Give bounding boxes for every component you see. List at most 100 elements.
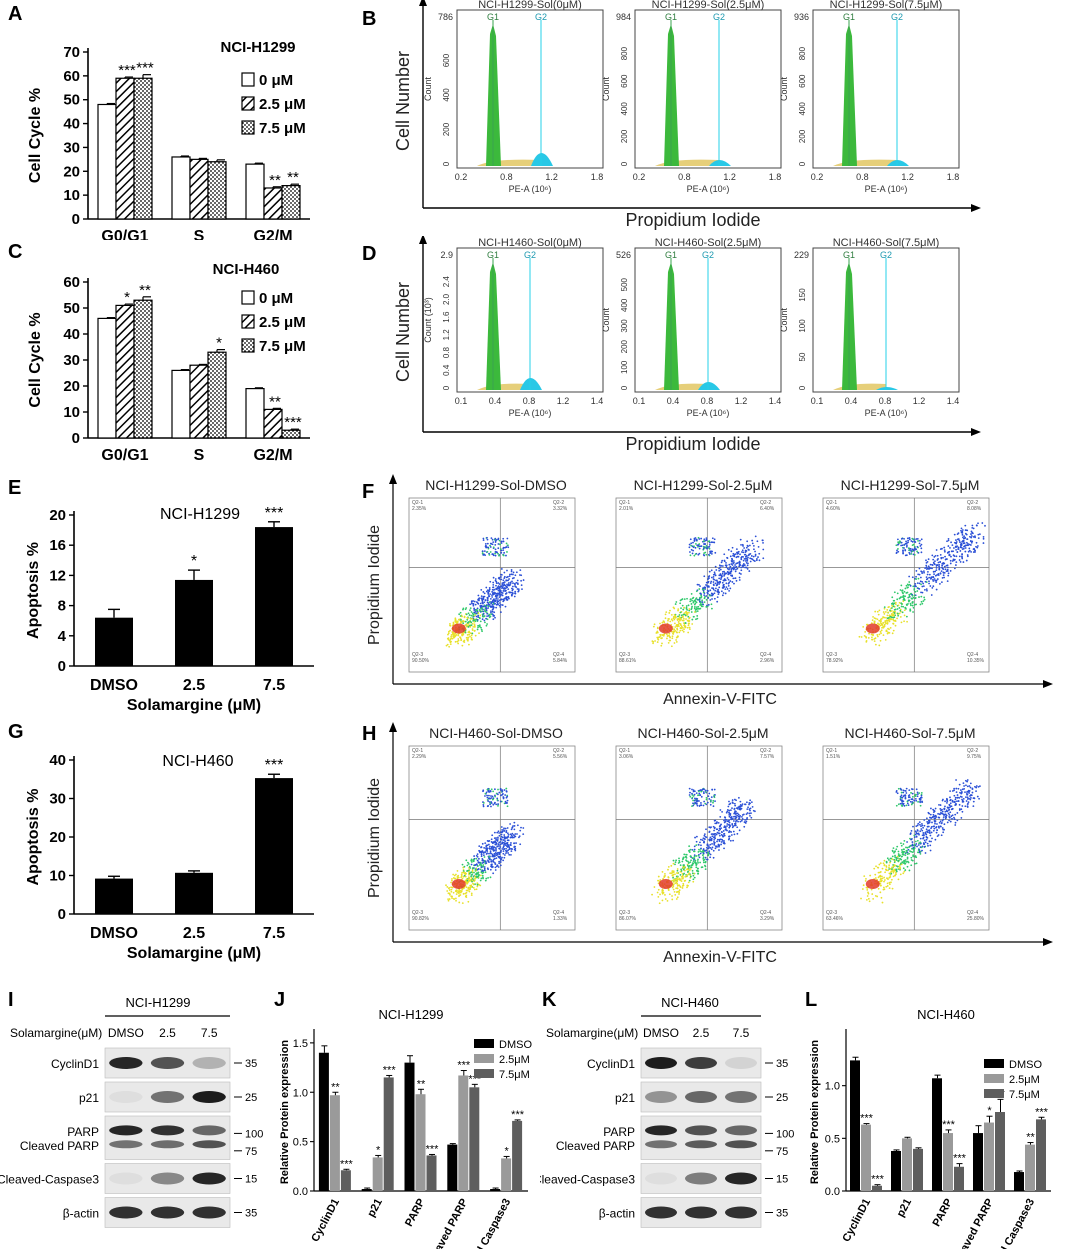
event-dot: [718, 564, 721, 567]
plot-frame: [615, 745, 783, 931]
quadrant-stat: Q2-3: [619, 910, 630, 916]
event-dot: [503, 584, 506, 586]
event-dot: [943, 565, 946, 568]
event-dot: [658, 902, 661, 905]
event-dot: [692, 799, 695, 802]
event-dot: [486, 536, 488, 539]
quadrant-stat: Q2-4: [760, 910, 771, 916]
event-dot: [929, 563, 932, 566]
event-dot: [925, 561, 928, 564]
event-dot: [693, 607, 696, 610]
event-dot: [465, 894, 468, 897]
event-dot: [500, 542, 503, 544]
event-dot: [460, 873, 463, 876]
event-dot: [461, 871, 464, 874]
event-dot: [885, 616, 887, 619]
event-dot: [911, 851, 914, 854]
event-dot: [870, 633, 873, 636]
event-dot: [972, 548, 975, 551]
event-dot: [688, 869, 691, 872]
event-dot: [746, 558, 749, 561]
event-dot: [883, 879, 886, 881]
event-dot: [740, 551, 743, 553]
event-dot: [694, 605, 696, 608]
event-dot: [686, 871, 689, 873]
event-dot: [484, 869, 486, 872]
y-tick-label: 50: [63, 300, 80, 317]
event-dot: [962, 561, 965, 563]
event-dot: [501, 793, 504, 796]
event-dot: [918, 833, 920, 836]
event-dot: [451, 897, 453, 900]
event-dot: [727, 823, 730, 826]
event-dot: [921, 585, 924, 588]
event-dot: [501, 856, 503, 859]
event-dot: [946, 540, 948, 543]
event-dot: [479, 879, 482, 882]
event-dot: [691, 869, 694, 872]
event-dot: [500, 540, 503, 543]
event-dot: [676, 896, 679, 899]
event-dot: [879, 884, 882, 887]
event-dot: [923, 598, 926, 601]
event-dot: [512, 825, 514, 827]
event-dot: [963, 545, 965, 548]
event-dot: [728, 563, 731, 566]
event-dot: [933, 815, 935, 818]
event-dot: [496, 793, 499, 796]
event-dot: [465, 623, 468, 626]
bar: [189, 158, 209, 220]
event-dot: [688, 787, 691, 790]
event-dot: [491, 592, 494, 595]
event-dot: [933, 578, 936, 580]
event-dot: [492, 841, 495, 843]
event-dot: [742, 813, 745, 816]
event-dot: [466, 864, 469, 867]
event-dot: [906, 802, 909, 805]
arrow-head: [971, 204, 981, 212]
event-dot: [971, 540, 974, 543]
y-axis-title: Relative Protein expression: [279, 1040, 291, 1185]
event-dot: [504, 844, 507, 846]
event-dot: [446, 886, 449, 888]
event-dot: [902, 853, 905, 856]
event-dot: [500, 611, 502, 613]
event-dot: [459, 611, 462, 614]
event-dot: [698, 848, 700, 851]
plot-ymax: 936: [794, 12, 809, 22]
event-dot: [515, 571, 518, 574]
event-dot: [478, 883, 480, 886]
event-dot: [485, 791, 488, 794]
event-dot: [483, 867, 486, 870]
event-dot: [867, 897, 870, 900]
event-dot: [910, 864, 913, 867]
event-dot: [976, 524, 978, 527]
event-dot: [659, 622, 661, 625]
event-dot: [497, 803, 499, 805]
event-dot: [480, 595, 483, 598]
event-dot: [903, 839, 906, 842]
event-dot: [519, 829, 522, 832]
event-dot: [495, 603, 498, 606]
event-dot: [488, 855, 491, 858]
event-dot: [890, 871, 892, 874]
event-dot: [448, 639, 451, 642]
event-dot: [921, 824, 924, 827]
event-dot: [927, 829, 930, 832]
event-dot: [891, 596, 894, 599]
event-dot: [672, 859, 675, 862]
event-dot: [865, 640, 868, 642]
g2-label: G2: [713, 12, 725, 22]
y-tick-label: 60: [63, 68, 80, 85]
event-dot: [934, 560, 936, 562]
event-dot: [953, 558, 956, 561]
event-dot: [695, 792, 698, 795]
event-dot: [503, 581, 506, 583]
event-dot: [458, 901, 461, 904]
event-dot: [481, 858, 484, 860]
event-dot: [740, 819, 743, 822]
event-dot: [692, 857, 694, 859]
y-tick-label: 0.0: [825, 1186, 840, 1198]
